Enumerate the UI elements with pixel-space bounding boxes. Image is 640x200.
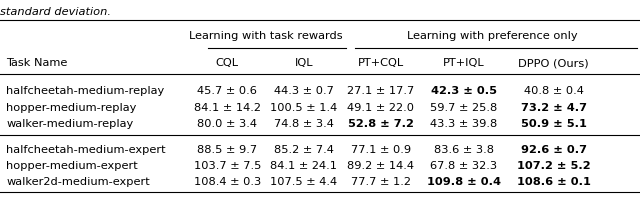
- Text: 103.7 ± 7.5: 103.7 ± 7.5: [193, 160, 261, 170]
- Text: 89.2 ± 14.4: 89.2 ± 14.4: [348, 160, 414, 170]
- Text: standard deviation.: standard deviation.: [0, 7, 111, 17]
- Text: Learning with preference only: Learning with preference only: [408, 31, 578, 41]
- Text: 27.1 ± 17.7: 27.1 ± 17.7: [347, 86, 415, 96]
- Text: 45.7 ± 0.6: 45.7 ± 0.6: [197, 86, 257, 96]
- Text: 108.4 ± 0.3: 108.4 ± 0.3: [193, 176, 261, 186]
- Text: 67.8 ± 32.3: 67.8 ± 32.3: [431, 160, 497, 170]
- Text: 77.7 ± 1.2: 77.7 ± 1.2: [351, 176, 411, 186]
- Text: DPPO (Ours): DPPO (Ours): [518, 58, 589, 68]
- Text: 77.1 ± 0.9: 77.1 ± 0.9: [351, 144, 411, 154]
- Text: 52.8 ± 7.2: 52.8 ± 7.2: [348, 118, 413, 128]
- Text: 84.1 ± 24.1: 84.1 ± 24.1: [271, 160, 337, 170]
- Text: PT+IQL: PT+IQL: [443, 58, 485, 68]
- Text: 92.6 ± 0.7: 92.6 ± 0.7: [520, 144, 587, 154]
- Text: Task Name: Task Name: [6, 58, 68, 68]
- Text: 109.8 ± 0.4: 109.8 ± 0.4: [427, 176, 501, 186]
- Text: hopper-medium-replay: hopper-medium-replay: [6, 102, 137, 112]
- Text: hopper-medium-expert: hopper-medium-expert: [6, 160, 138, 170]
- Text: 83.6 ± 3.8: 83.6 ± 3.8: [434, 144, 494, 154]
- Text: 100.5 ± 1.4: 100.5 ± 1.4: [270, 102, 338, 112]
- Text: 40.8 ± 0.4: 40.8 ± 0.4: [524, 86, 584, 96]
- Text: 107.5 ± 4.4: 107.5 ± 4.4: [271, 176, 337, 186]
- Text: 107.2 ± 5.2: 107.2 ± 5.2: [516, 160, 591, 170]
- Text: 88.5 ± 9.7: 88.5 ± 9.7: [197, 144, 257, 154]
- Text: 42.3 ± 0.5: 42.3 ± 0.5: [431, 86, 497, 96]
- Text: 50.9 ± 5.1: 50.9 ± 5.1: [521, 118, 586, 128]
- Text: 84.1 ± 14.2: 84.1 ± 14.2: [194, 102, 260, 112]
- Text: walker-medium-replay: walker-medium-replay: [6, 118, 134, 128]
- Text: Learning with task rewards: Learning with task rewards: [189, 31, 342, 41]
- Text: 74.8 ± 3.4: 74.8 ± 3.4: [274, 118, 334, 128]
- Text: halfcheetah-medium-replay: halfcheetah-medium-replay: [6, 86, 164, 96]
- Text: 73.2 ± 4.7: 73.2 ± 4.7: [520, 102, 587, 112]
- Text: 44.3 ± 0.7: 44.3 ± 0.7: [274, 86, 334, 96]
- Text: 49.1 ± 22.0: 49.1 ± 22.0: [348, 102, 414, 112]
- Text: CQL: CQL: [216, 58, 239, 68]
- Text: 85.2 ± 7.4: 85.2 ± 7.4: [274, 144, 334, 154]
- Text: 108.6 ± 0.1: 108.6 ± 0.1: [516, 176, 591, 186]
- Text: walker2d-medium-expert: walker2d-medium-expert: [6, 176, 150, 186]
- Text: PT+CQL: PT+CQL: [358, 58, 404, 68]
- Text: IQL: IQL: [295, 58, 313, 68]
- Text: 80.0 ± 3.4: 80.0 ± 3.4: [197, 118, 257, 128]
- Text: 59.7 ± 25.8: 59.7 ± 25.8: [430, 102, 498, 112]
- Text: halfcheetah-medium-expert: halfcheetah-medium-expert: [6, 144, 166, 154]
- Text: 43.3 ± 39.8: 43.3 ± 39.8: [430, 118, 498, 128]
